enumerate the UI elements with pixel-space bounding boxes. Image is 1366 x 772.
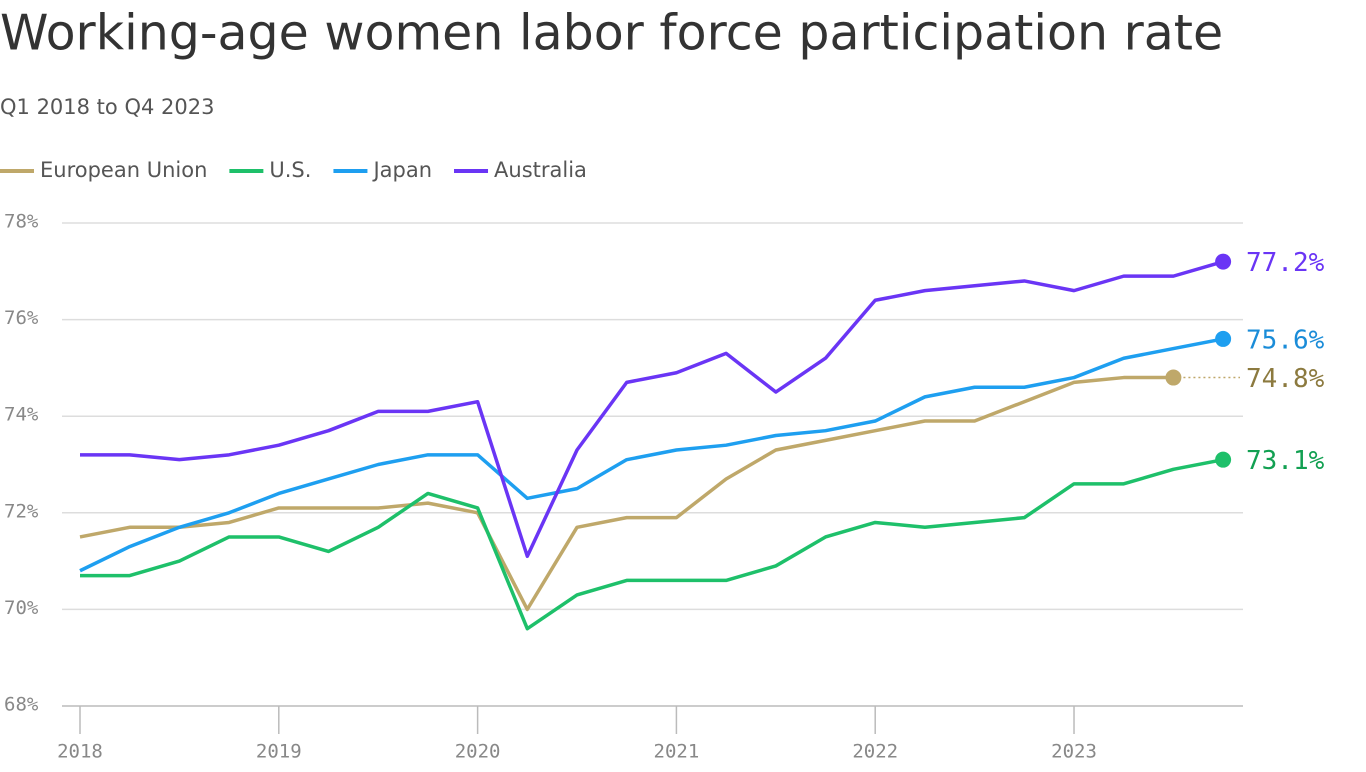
chart-title: Working-age women labor force participat…: [0, 5, 1223, 62]
legend-label: U.S.: [269, 158, 311, 182]
y-tick-label: 74%: [4, 404, 39, 426]
value-label: 75.6%: [1246, 325, 1325, 355]
legend-label: Japan: [371, 158, 432, 182]
x-tick-label: 2020: [455, 741, 501, 763]
series-line: [80, 259, 1224, 559]
x-tick-label: 2023: [1051, 741, 1097, 763]
y-tick-label: 72%: [4, 500, 39, 522]
end-point: [1165, 369, 1182, 386]
value-label: 74.8%: [1246, 364, 1325, 394]
legend-label: European Union: [40, 158, 207, 182]
series-line: [79, 337, 1224, 573]
y-tick-label: 70%: [4, 597, 39, 619]
end-point: [1215, 253, 1232, 270]
x-tick-label: 2021: [654, 741, 700, 763]
y-tick-label: 78%: [4, 211, 39, 233]
series-line: [80, 457, 1224, 631]
x-tick-label: 2018: [57, 741, 103, 763]
end-point: [1215, 330, 1232, 347]
end-point: [1215, 451, 1232, 468]
value-label: 73.1%: [1246, 446, 1325, 476]
series-line: [79, 375, 1174, 612]
y-tick-label: 68%: [4, 694, 39, 716]
y-tick-label: 76%: [4, 307, 39, 329]
x-tick-label: 2019: [256, 741, 302, 763]
x-tick-label: 2022: [852, 741, 898, 763]
legend-label: Australia: [494, 158, 587, 182]
value-label: 77.2%: [1246, 248, 1325, 278]
chart-subtitle: Q1 2018 to Q4 2023: [0, 95, 214, 119]
